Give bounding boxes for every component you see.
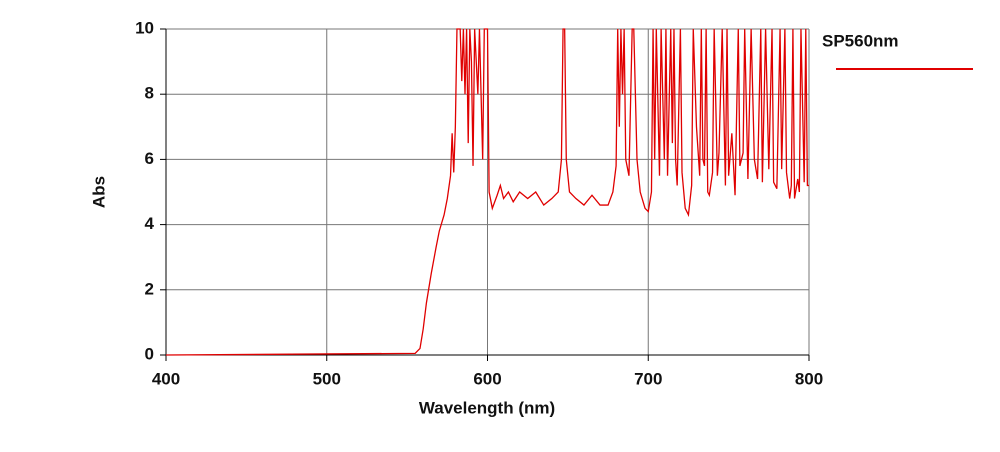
y-tick-label: 8 [145, 84, 154, 103]
legend-label: SP560nm [822, 31, 899, 50]
x-tick-label: 600 [473, 369, 501, 388]
y-tick-label: 10 [135, 18, 154, 37]
y-tick-label: 6 [145, 149, 154, 168]
x-axis-label: Wavelength (nm) [419, 398, 555, 417]
data-line [165, 28, 809, 356]
x-tick-label: 700 [634, 369, 662, 388]
y-axis-label: Abs [89, 176, 108, 208]
x-tick-label: 500 [313, 369, 341, 388]
y-tick-label: 4 [145, 214, 155, 233]
x-tick-label: 800 [795, 369, 823, 388]
x-tick-label: 400 [152, 369, 180, 388]
y-tick-label: 0 [145, 344, 154, 363]
y-tick-label: 2 [145, 279, 154, 298]
